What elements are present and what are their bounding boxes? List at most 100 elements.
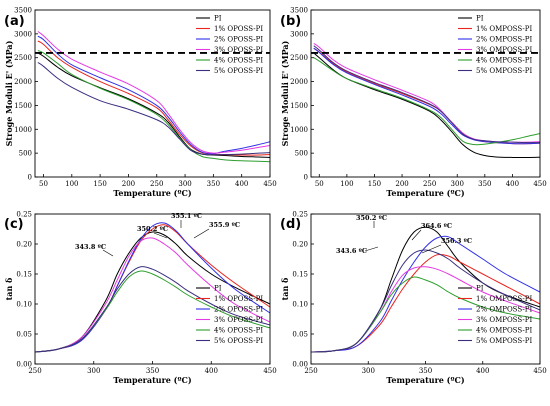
y-tick-label: 0.10 — [292, 301, 308, 309]
legend-label: 2% OPOSS-PI — [214, 306, 263, 314]
x-tick-label: 100 — [65, 180, 78, 188]
annotation-leader — [411, 229, 422, 241]
series-line-6 — [311, 249, 540, 353]
y-tick-label: 0 — [304, 174, 308, 182]
x-tick-label: 450 — [533, 180, 546, 188]
legend: PI 1% OMPOSS-PI 2% OMPOSS-PI 3% OMPOSS-PI 4%… — [458, 15, 532, 75]
x-tick-label: 450 — [263, 180, 276, 188]
annotation-leader — [364, 246, 379, 252]
y-tick-label: 2000 — [290, 78, 308, 86]
legend: PI 1% OPOSS-PI 2% OPOSS-PI 3% OPOSS-PI 4% OP… — [196, 15, 263, 75]
y-tick-label: 500 — [295, 150, 308, 158]
series-line-3 — [37, 35, 270, 155]
series-line-3 — [313, 47, 540, 145]
panel-3: 250 300 350 400 450 0.00 0.05 0.10 0.15 0.20 0.25 T… — [4, 211, 277, 386]
legend-label: 2% OPOSS-PI — [214, 36, 263, 44]
y-tick-label: 3500 — [290, 7, 308, 15]
series-line-4 — [37, 31, 270, 154]
panel-label: (c) — [4, 217, 24, 232]
annotation-label: 350.2 ºC — [356, 214, 387, 222]
y-axis-label: tan δ — [280, 277, 290, 300]
x-tick-label: 100 — [340, 180, 353, 188]
annotation-label: 355.9 ºC — [209, 221, 240, 229]
y-tick-label: 0.15 — [16, 271, 32, 279]
legend-label: PI — [214, 15, 222, 23]
legend-label: 1% OPOSS-PI — [214, 295, 263, 303]
legend-label: 5% OMPOSS-PI — [476, 67, 532, 75]
y-axis-label: Stroge Moduli E' (MPa) — [280, 40, 290, 146]
y-tick-label: 0 — [28, 174, 32, 182]
x-tick-label: 150 — [93, 180, 106, 188]
series-line-5 — [313, 57, 540, 146]
y-tick-label: 0.25 — [292, 211, 308, 219]
panel-4: 250 300 350 400 450 0.00 0.05 0.10 0.15 0.20 0.25 T… — [280, 211, 547, 386]
y-tick-label: 0.20 — [292, 241, 308, 249]
plot-frame — [310, 9, 541, 178]
legend-label: 1% OMPOSS-PI — [476, 25, 532, 33]
y-tick-label: 1000 — [290, 126, 308, 134]
annotation-leader — [421, 244, 442, 254]
x-tick-label: 300 — [178, 180, 191, 188]
x-tick-label: 300 — [362, 367, 375, 375]
series-line-4 — [35, 237, 270, 353]
series-line-6 — [35, 266, 270, 353]
legend-label: 4% OPOSS-PI — [214, 57, 263, 65]
annotation-leader — [193, 228, 210, 239]
y-tick-label: 3500 — [14, 7, 32, 15]
series-group — [311, 226, 540, 353]
x-tick-label: 300 — [87, 367, 100, 375]
x-axis-label: Temperature (ºC) — [386, 375, 464, 385]
x-tick-label: 350 — [478, 180, 491, 188]
series-line-6 — [37, 62, 270, 156]
y-tick-label: 0.20 — [16, 241, 32, 249]
x-tick-label: 400 — [506, 180, 519, 188]
y-axis-label: Stroge Moduli E' (MPa) — [4, 40, 14, 146]
series-line-3 — [35, 222, 270, 353]
legend-label: 3% OPOSS-PI — [214, 46, 263, 54]
x-tick-label: 350 — [419, 367, 432, 375]
x-tick-label: 250 — [423, 180, 436, 188]
legend-label: PI — [476, 285, 484, 293]
legend-label: 2% OMPOSS-PI — [476, 36, 532, 44]
y-tick-label: 500 — [19, 150, 32, 158]
series-group — [313, 42, 540, 158]
x-tick-label: 450 — [533, 367, 546, 375]
annotation-label: 364.6 ºC — [421, 222, 452, 230]
y-tick-label: 0.10 — [16, 301, 32, 309]
panel-1: 50 100 150 200 250 300 350 400 450 0 500 1000 1500 20… — [4, 7, 277, 199]
legend-label: 5% OMPOSS-PI — [476, 337, 532, 345]
legend-label: 3% OMPOSS-PI — [476, 46, 532, 54]
x-tick-label: 50 — [315, 180, 324, 188]
legend-label: 4% OMPOSS-PI — [476, 57, 532, 65]
x-axis-label: Temperature (ºC) — [386, 188, 464, 198]
series-group — [37, 31, 270, 163]
legend-label: 1% OMPOSS-PI — [476, 295, 532, 303]
x-tick-label: 300 — [451, 180, 464, 188]
x-tick-label: 250 — [28, 367, 41, 375]
plot-frame — [34, 9, 271, 178]
y-axis-label: tan δ — [4, 277, 14, 300]
x-tick-label: 400 — [205, 367, 218, 375]
x-tick-label: 50 — [39, 180, 48, 188]
y-tick-label: 0.00 — [292, 361, 308, 369]
series-group — [35, 222, 270, 353]
y-tick-label: 2000 — [14, 78, 32, 86]
x-tick-label: 350 — [207, 180, 220, 188]
y-tick-label: 0.00 — [16, 361, 32, 369]
y-tick-label: 0.15 — [292, 271, 308, 279]
y-tick-label: 0.05 — [292, 331, 308, 339]
series-line-3 — [311, 235, 540, 353]
annotation-leader — [102, 249, 114, 257]
x-axis-label: Temperature (ºC) — [113, 188, 191, 198]
x-axis-label: Temperature (ºC) — [113, 375, 191, 385]
legend-label: 4% OMPOSS-PI — [476, 327, 532, 335]
legend-label: 3% OPOSS-PI — [214, 316, 263, 324]
legend-label: PI — [214, 285, 222, 293]
legend-label: 4% OPOSS-PI — [214, 327, 263, 335]
x-tick-label: 350 — [146, 367, 159, 375]
x-tick-label: 250 — [150, 180, 163, 188]
y-tick-label: 3000 — [14, 30, 32, 38]
x-tick-label: 400 — [476, 367, 489, 375]
y-tick-label: 0.05 — [16, 331, 32, 339]
